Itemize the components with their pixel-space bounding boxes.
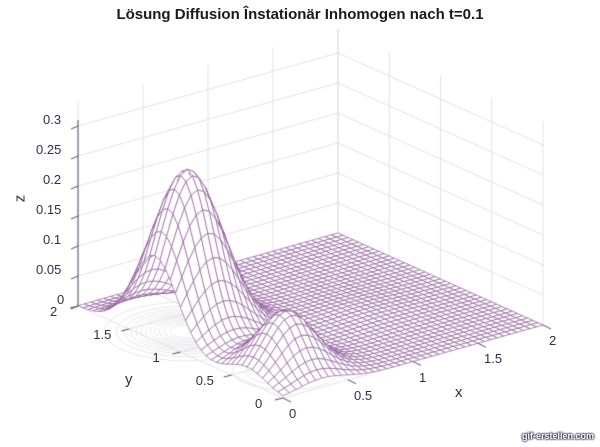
z-tick-label: 0.25 — [36, 142, 62, 157]
x-tick-label: 2 — [549, 333, 557, 348]
y-tick-label: 0.5 — [195, 373, 214, 388]
y-tick-label: 2 — [50, 304, 58, 319]
y-axis-label: y — [125, 371, 133, 388]
x-tick-label: 1.5 — [484, 351, 503, 367]
chart-title: Lösung Diffusion Înstationär Inhomogen n… — [116, 6, 484, 23]
x-tick-label: 0.5 — [354, 387, 373, 403]
watermark: gif-erstellen.com — [521, 431, 594, 441]
z-axis-label: z — [11, 194, 29, 203]
y-tick-label: 1.5 — [93, 327, 112, 342]
z-tick-label: 0.3 — [43, 112, 62, 127]
x-tick-label: 0 — [289, 406, 297, 421]
y-tick-label: 1 — [152, 350, 160, 365]
z-tick-label: 0.15 — [36, 202, 62, 217]
z-tick-label: 0.05 — [36, 262, 62, 277]
z-tick-label: 0.1 — [43, 232, 62, 247]
y-tick-label: 0 — [255, 396, 263, 411]
z-tick-label: 0 — [57, 292, 65, 307]
x-tick-label: 1 — [419, 369, 427, 385]
z-tick-label: 0.2 — [43, 172, 62, 187]
x-axis-label: x — [455, 384, 463, 401]
